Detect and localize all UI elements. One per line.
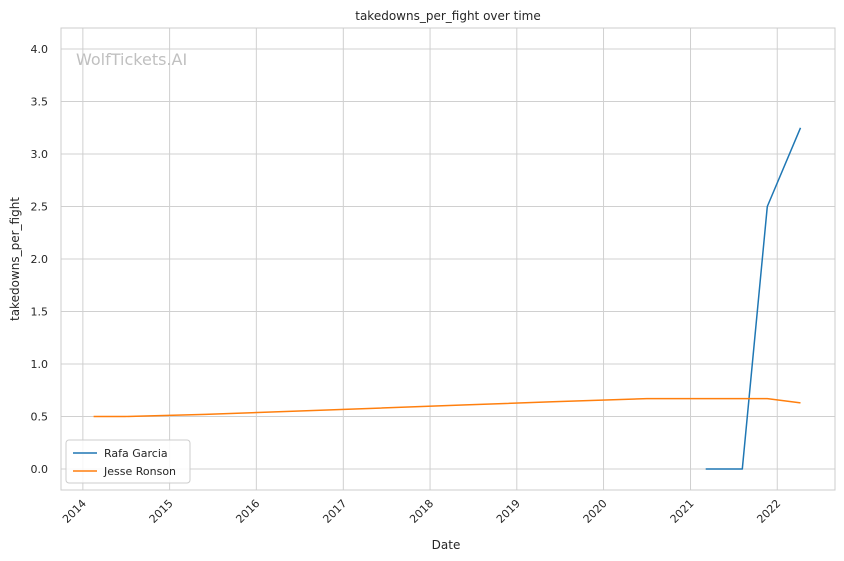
y-tick-label: 2.5	[31, 201, 49, 214]
x-tick-label: 2016	[233, 497, 262, 526]
x-tick-label: 2017	[320, 497, 349, 526]
y-tick-label: 3.0	[31, 148, 49, 161]
data-point-rafa-garcia	[766, 206, 768, 208]
data-point-jesse-ronson	[205, 414, 207, 416]
x-tick-label: 2021	[668, 497, 697, 526]
data-point-jesse-ronson	[800, 402, 802, 404]
series-lines	[93, 127, 802, 470]
watermark: WolfTickets.AI	[76, 50, 187, 69]
data-point-jesse-ronson	[646, 398, 648, 400]
data-point-jesse-ronson	[93, 416, 95, 418]
legend-label-rafa-garcia: Rafa Garcia	[104, 447, 168, 460]
x-tick-label: 2019	[494, 497, 523, 526]
y-tick-label: 0.0	[31, 463, 49, 476]
y-tick-label: 2.0	[31, 253, 49, 266]
y-tick-label: 1.0	[31, 358, 49, 371]
y-tick-label: 3.5	[31, 96, 49, 109]
data-point-rafa-garcia	[800, 127, 802, 129]
y-tick-label: 1.5	[31, 306, 49, 319]
chart-title: takedowns_per_fight over time	[355, 9, 541, 23]
y-tick-label: 0.5	[31, 411, 49, 424]
data-point-jesse-ronson	[766, 398, 768, 400]
legend-frame	[65, 439, 191, 484]
data-point-rafa-garcia	[705, 468, 707, 470]
x-tick-label: 2020	[581, 497, 610, 526]
series-line-jesse-ronson	[93, 397, 801, 418]
data-point-rafa-garcia	[742, 468, 744, 470]
data-point-jesse-ronson	[552, 401, 554, 403]
legend: Rafa Garcia Jesse Ronson	[65, 439, 191, 484]
legend-label-jesse-ronson: Jesse Ronson	[103, 465, 176, 478]
y-tick-label: 4.0	[31, 43, 49, 56]
plot-frame	[60, 27, 836, 491]
data-point-jesse-ronson	[292, 410, 294, 412]
x-tick-label: 2015	[147, 497, 176, 526]
data-point-jesse-ronson	[378, 407, 380, 409]
x-axis-label: Date	[432, 538, 461, 552]
y-axis-label: takedowns_per_fight	[8, 197, 22, 321]
data-point-jesse-ronson	[465, 404, 467, 406]
x-tick-label: 2022	[754, 497, 783, 526]
x-tick-label: 2014	[60, 497, 89, 526]
data-point-jesse-ronson	[124, 416, 126, 418]
series-line-rafa-garcia	[705, 127, 802, 470]
y-tick-labels: 0.0 0.5 1.0 1.5 2.0 2.5 3.0 3.5 4.0	[31, 43, 49, 476]
x-tick-label: 2018	[407, 497, 436, 526]
x-tick-labels: 2014 2015 2016 2017 2018 2019 2020 2021 2022	[60, 497, 783, 526]
